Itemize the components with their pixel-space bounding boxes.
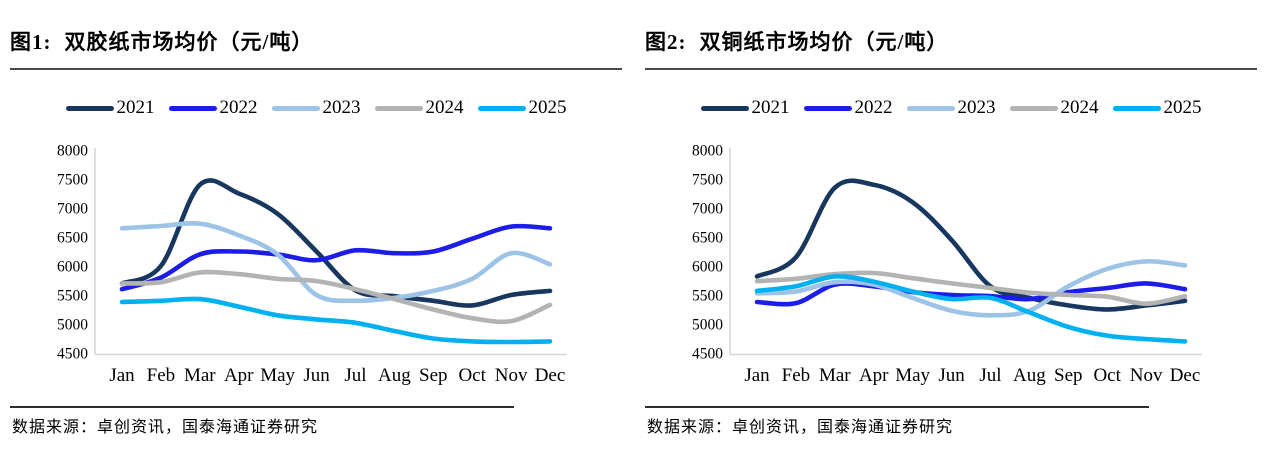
legend-item-2022: 2022 — [803, 96, 893, 120]
legend-swatch-2023 — [271, 105, 320, 111]
legend-swatch-2025 — [1112, 105, 1161, 111]
figure-panel-2: 图2: 双铜纸市场均价（元/吨） 2021 2022 2023 2024 202… — [645, 0, 1257, 461]
legend-item-2021: 2021 — [700, 96, 790, 120]
svg-text:6500: 6500 — [692, 230, 723, 247]
source-text: 数据来源：卓创资讯，国泰海通证券研究 — [12, 419, 319, 436]
svg-text:8000: 8000 — [692, 143, 723, 160]
svg-text:Aug: Aug — [1013, 365, 1046, 386]
svg-text:7000: 7000 — [57, 201, 88, 218]
svg-text:May: May — [895, 365, 930, 386]
svg-text:Nov: Nov — [495, 365, 528, 386]
chart-legend: 2021 2022 2023 2024 2025 — [645, 96, 1257, 120]
chart-legend: 2021 2022 2023 2024 2025 — [10, 96, 622, 120]
legend-item-2024: 2024 — [1009, 96, 1099, 120]
svg-text:Sep: Sep — [1054, 365, 1083, 386]
svg-text:Nov: Nov — [1130, 365, 1163, 386]
svg-text:5000: 5000 — [57, 317, 88, 334]
svg-text:Aug: Aug — [378, 365, 411, 386]
price-line-chart-offset-paper: 8000 7500 7000 6500 6000 5500 5000 4500 Jan Feb Ma… — [57, 143, 567, 386]
legend-item-2023: 2023 — [271, 96, 361, 120]
price-line-chart-coated-paper: 8000 7500 7000 6500 6000 5500 5000 4500 Jan Feb Ma… — [692, 143, 1202, 386]
legend-swatch-2024 — [1009, 105, 1058, 111]
legend-label-2022: 2022 — [854, 97, 893, 118]
svg-text:Apr: Apr — [224, 365, 254, 386]
svg-text:5500: 5500 — [692, 288, 723, 305]
legend-label-2023: 2023 — [957, 97, 996, 118]
svg-text:Apr: Apr — [859, 365, 889, 386]
figure-title: 图2: 双铜纸市场均价（元/吨） — [645, 26, 948, 56]
source-divider — [10, 406, 514, 408]
legend-swatch-2025 — [477, 105, 526, 111]
legend-label-2025: 2025 — [528, 97, 567, 118]
legend-swatch-2021 — [65, 105, 114, 111]
svg-text:Dec: Dec — [1170, 365, 1201, 386]
title-divider — [10, 68, 622, 70]
legend-item-2023: 2023 — [906, 96, 996, 120]
legend-item-2022: 2022 — [168, 96, 258, 120]
svg-text:Mar: Mar — [184, 365, 216, 386]
svg-text:Jun: Jun — [303, 365, 330, 386]
legend-swatch-2022 — [803, 105, 852, 111]
svg-text:6000: 6000 — [57, 259, 88, 276]
figure-title: 图1: 双胶纸市场均价（元/吨） — [10, 26, 313, 56]
legend-item-2021: 2021 — [65, 96, 155, 120]
svg-text:Sep: Sep — [419, 365, 448, 386]
svg-text:5000: 5000 — [692, 317, 723, 334]
svg-text:8000: 8000 — [57, 143, 88, 160]
svg-text:May: May — [260, 365, 295, 386]
source-text: 数据来源：卓创资讯，国泰海通证券研究 — [647, 419, 954, 436]
legend-label-2021: 2021 — [116, 97, 155, 118]
legend-label-2024: 2024 — [1060, 97, 1099, 118]
svg-text:7500: 7500 — [57, 172, 88, 189]
legend-label-2023: 2023 — [322, 97, 361, 118]
svg-text:Mar: Mar — [819, 365, 851, 386]
figure-title-text: 双胶纸市场均价（元/吨） — [64, 30, 314, 54]
figure-panel-1: 图1: 双胶纸市场均价（元/吨） 2021 2022 2023 2024 202… — [10, 0, 622, 461]
svg-text:Jun: Jun — [938, 365, 965, 386]
svg-text:Jan: Jan — [109, 365, 135, 386]
legend-label-2024: 2024 — [425, 97, 464, 118]
source-divider — [645, 406, 1149, 408]
svg-text:7500: 7500 — [692, 172, 723, 189]
svg-text:7000: 7000 — [692, 201, 723, 218]
legend-item-2024: 2024 — [374, 96, 464, 120]
figure-title-text: 双铜纸市场均价（元/吨） — [699, 30, 949, 54]
svg-text:Oct: Oct — [458, 365, 486, 386]
legend-swatch-2023 — [906, 105, 955, 111]
legend-swatch-2021 — [700, 105, 749, 111]
legend-label-2025: 2025 — [1163, 97, 1202, 118]
legend-swatch-2022 — [168, 105, 217, 111]
svg-text:4500: 4500 — [692, 346, 723, 363]
svg-text:6000: 6000 — [692, 259, 723, 276]
legend-label-2021: 2021 — [751, 97, 790, 118]
legend-swatch-2024 — [374, 105, 423, 111]
legend-item-2025: 2025 — [477, 96, 567, 120]
svg-text:4500: 4500 — [57, 346, 88, 363]
legend-label-2022: 2022 — [219, 97, 258, 118]
svg-text:Dec: Dec — [535, 365, 566, 386]
svg-text:Jan: Jan — [744, 365, 770, 386]
svg-text:5500: 5500 — [57, 288, 88, 305]
title-divider — [645, 68, 1257, 70]
svg-text:Jul: Jul — [344, 365, 366, 386]
svg-text:6500: 6500 — [57, 230, 88, 247]
figure-number-label: 图2: — [645, 30, 687, 54]
svg-text:Oct: Oct — [1093, 365, 1121, 386]
svg-text:Feb: Feb — [782, 365, 811, 386]
legend-item-2025: 2025 — [1112, 96, 1202, 120]
figure-number-label: 图1: — [10, 30, 52, 54]
svg-text:Feb: Feb — [147, 365, 176, 386]
svg-text:Jul: Jul — [979, 365, 1001, 386]
